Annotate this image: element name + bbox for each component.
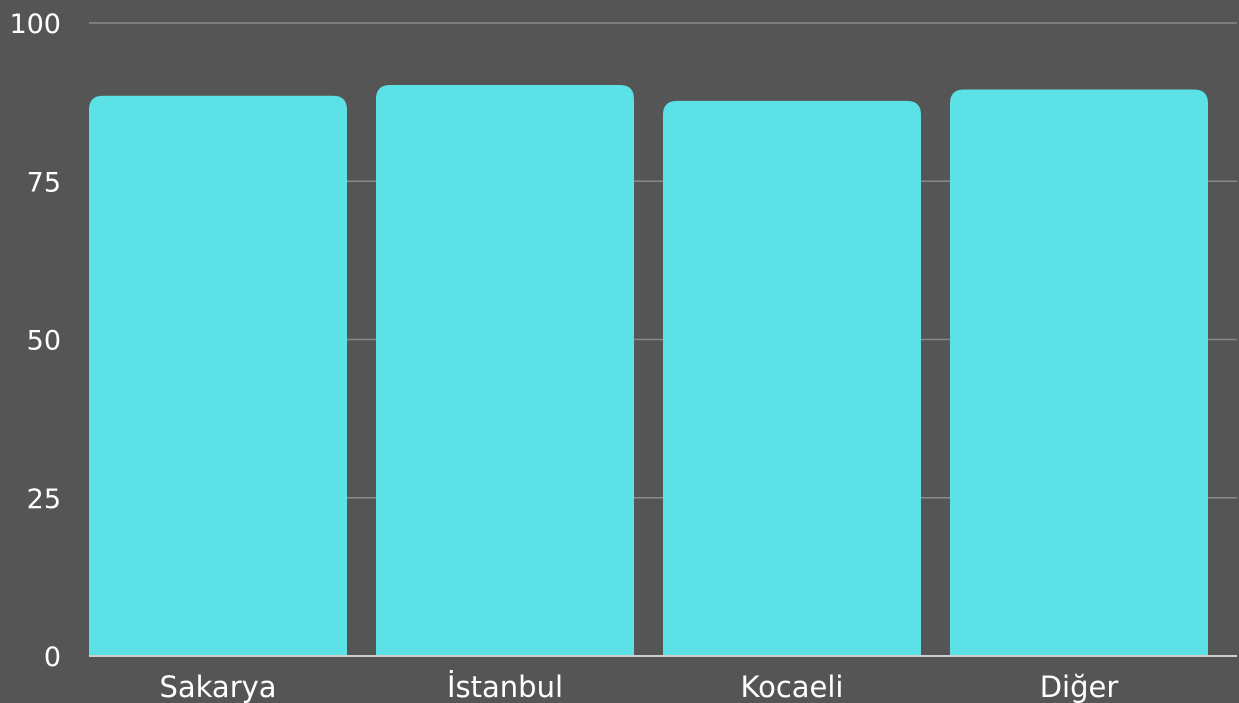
y-tick-label-100: 100 xyxy=(9,9,61,40)
y-tick-label-25: 25 xyxy=(27,484,61,515)
x-tick-label-2: Kocaeli xyxy=(741,670,844,703)
x-axis-labels: Sakarya İstanbul Kocaeli Diğer xyxy=(159,670,1118,703)
bars xyxy=(89,85,1208,657)
x-tick-label-3: Diğer xyxy=(1040,670,1119,703)
y-tick-label-0: 0 xyxy=(44,642,61,673)
x-tick-label-1: İstanbul xyxy=(447,670,563,703)
bar-i̇stanbul xyxy=(376,85,634,656)
bar-diğer xyxy=(950,89,1208,657)
bar-kocaeli xyxy=(663,100,921,656)
y-tick-label-50: 50 xyxy=(27,326,61,357)
y-axis-ticks: 0 25 50 75 100 xyxy=(9,9,61,673)
x-tick-label-0: Sakarya xyxy=(159,670,276,703)
y-tick-label-75: 75 xyxy=(27,167,61,198)
bar-sakarya xyxy=(89,95,347,657)
